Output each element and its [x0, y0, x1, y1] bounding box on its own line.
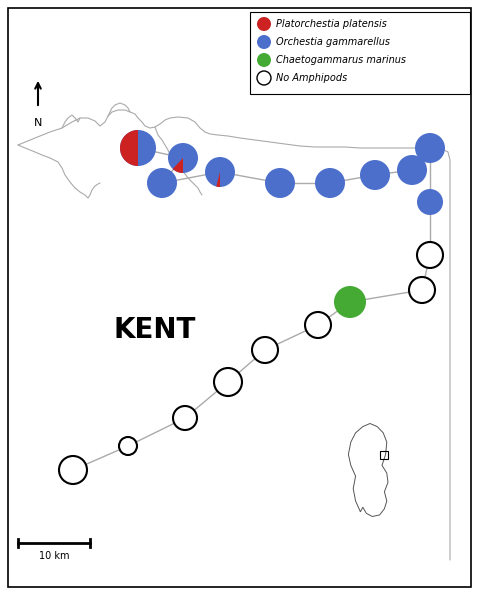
- Text: Orchestia gammarellus: Orchestia gammarellus: [276, 37, 390, 47]
- Circle shape: [257, 17, 271, 31]
- Circle shape: [147, 168, 177, 198]
- Circle shape: [205, 157, 235, 187]
- Circle shape: [168, 143, 198, 173]
- Circle shape: [397, 155, 427, 185]
- Wedge shape: [120, 130, 138, 166]
- Circle shape: [173, 406, 197, 430]
- Circle shape: [120, 130, 156, 166]
- Circle shape: [257, 35, 271, 49]
- Bar: [380, 450, 388, 459]
- Circle shape: [252, 337, 278, 363]
- Circle shape: [257, 53, 271, 67]
- Circle shape: [257, 71, 271, 85]
- Circle shape: [59, 456, 87, 484]
- Text: Platorchestia platensis: Platorchestia platensis: [276, 19, 387, 29]
- Circle shape: [417, 189, 443, 215]
- Circle shape: [265, 168, 295, 198]
- Text: Chaetogammarus marinus: Chaetogammarus marinus: [276, 55, 406, 65]
- Wedge shape: [217, 172, 220, 187]
- Wedge shape: [173, 158, 183, 173]
- Circle shape: [334, 286, 366, 318]
- Circle shape: [315, 168, 345, 198]
- Circle shape: [409, 277, 435, 303]
- Circle shape: [119, 437, 137, 455]
- Circle shape: [360, 160, 390, 190]
- Circle shape: [305, 312, 331, 338]
- Text: N: N: [34, 118, 42, 128]
- Text: 10 km: 10 km: [39, 551, 69, 561]
- Circle shape: [214, 368, 242, 396]
- Circle shape: [417, 242, 443, 268]
- Circle shape: [415, 133, 445, 163]
- Text: KENT: KENT: [114, 316, 196, 344]
- Bar: [250, 12, 470, 94]
- Text: No Amphipods: No Amphipods: [276, 73, 347, 83]
